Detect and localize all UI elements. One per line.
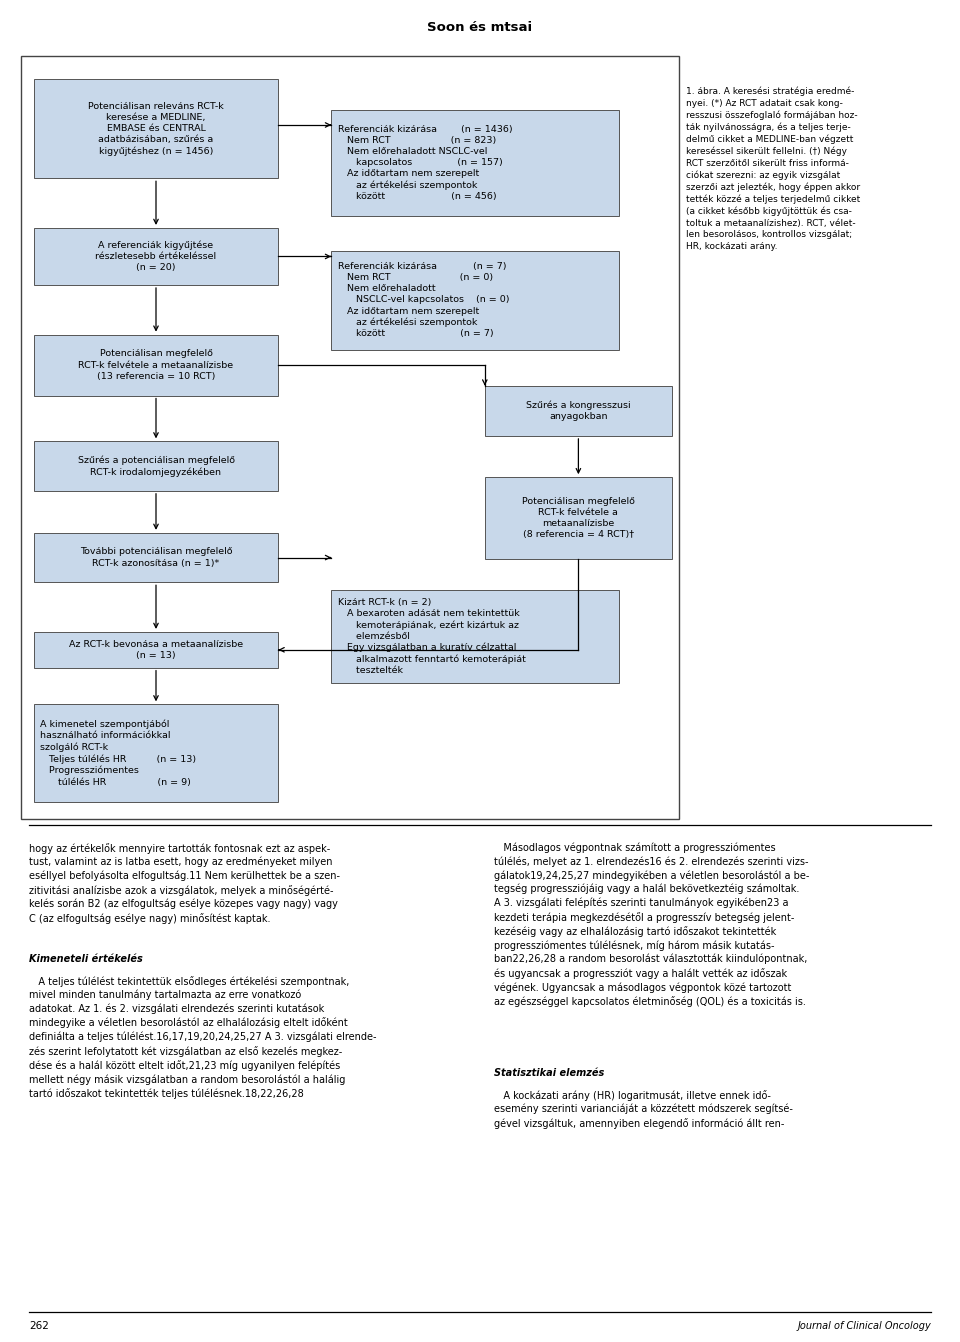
- Text: Az RCT-k bevonása a metaanalízisbe
(n = 13): Az RCT-k bevonása a metaanalízisbe (n = …: [69, 640, 243, 660]
- FancyBboxPatch shape: [34, 632, 278, 668]
- Text: Szűrés a potenciálisan megfelelő
RCT-k irodalomjegyzékében: Szűrés a potenciálisan megfelelő RCT-k i…: [78, 455, 234, 476]
- Text: 1. ábra. A keresési stratégia eredmé-
nyei. (*) Az RCT adatait csak kong-
resszu: 1. ábra. A keresési stratégia eredmé- ny…: [686, 87, 861, 251]
- Text: A teljes túlélést tekintettük elsődleges értékelési szempontnak,
mivel minden ta: A teljes túlélést tekintettük elsődleges…: [29, 976, 376, 1099]
- Text: Szűrés a kongresszusi
anyagokban: Szűrés a kongresszusi anyagokban: [526, 400, 631, 421]
- Text: Referenciák kizárása        (n = 1436)
   Nem RCT                    (n = 823)
 : Referenciák kizárása (n = 1436) Nem RCT …: [338, 125, 513, 201]
- Text: Statisztikai elemzés: Statisztikai elemzés: [494, 1068, 605, 1078]
- FancyBboxPatch shape: [34, 442, 278, 491]
- Text: A kockázati arány (HR) logaritmusát, illetve ennek idő-
esemény szerinti varianc: A kockázati arány (HR) logaritmusát, ill…: [494, 1090, 793, 1129]
- FancyBboxPatch shape: [34, 334, 278, 396]
- FancyBboxPatch shape: [331, 251, 619, 350]
- Text: Potenciálisan releváns RCT-k
keresése a MEDLINE,
EMBASE és CENTRAL
adatbázisában: Potenciálisan releváns RCT-k keresése a …: [88, 102, 224, 156]
- Text: A kimenetel szempontjából
használható információkkal
szolgáló RCT-k
   Teljes tú: A kimenetel szempontjából használható in…: [40, 719, 197, 786]
- FancyBboxPatch shape: [331, 590, 619, 683]
- Text: Potenciálisan megfelelő
RCT-k felvétele a
metaanalízisbe
(8 referencia = 4 RCT)†: Potenciálisan megfelelő RCT-k felvétele …: [522, 497, 635, 539]
- Text: Referenciák kizárása            (n = 7)
   Nem RCT                       (n = 0): Referenciák kizárása (n = 7) Nem RCT (n …: [338, 262, 510, 338]
- FancyBboxPatch shape: [331, 110, 619, 216]
- Text: Potenciálisan megfelelő
RCT-k felvétele a metaanalízisbe
(13 referencia = 10 RCT: Potenciálisan megfelelő RCT-k felvétele …: [79, 349, 233, 381]
- Text: A referenciák kigyűjtése
részletesebb értékeléssel
(n = 20): A referenciák kigyűjtése részletesebb ér…: [95, 240, 217, 272]
- FancyBboxPatch shape: [485, 478, 672, 560]
- Text: Kimeneteli értékelés: Kimeneteli értékelés: [29, 954, 142, 964]
- Text: Másodlagos végpontnak számított a progressziómentes
túlélés, melyet az 1. elrend: Másodlagos végpontnak számított a progre…: [494, 843, 810, 1006]
- FancyBboxPatch shape: [34, 79, 278, 178]
- Text: Journal of Clinical Oncology: Journal of Clinical Oncology: [798, 1321, 931, 1330]
- FancyBboxPatch shape: [34, 228, 278, 285]
- FancyBboxPatch shape: [34, 533, 278, 582]
- FancyBboxPatch shape: [34, 705, 278, 803]
- Text: További potenciálisan megfelelő
RCT-k azonosítása (n = 1)*: További potenciálisan megfelelő RCT-k az…: [80, 548, 232, 568]
- Text: 262: 262: [29, 1321, 49, 1330]
- FancyBboxPatch shape: [485, 385, 672, 436]
- Text: hogy az értékelők mennyire tartották fontosnak ezt az aspek-
tust, valamint az i: hogy az értékelők mennyire tartották fon…: [29, 843, 340, 923]
- Text: Kizárt RCT-k (n = 2)
   A bexaroten adását nem tekintettük
      kemoterápiának,: Kizárt RCT-k (n = 2) A bexaroten adását …: [338, 597, 526, 675]
- Text: Soon és mtsai: Soon és mtsai: [427, 21, 533, 35]
